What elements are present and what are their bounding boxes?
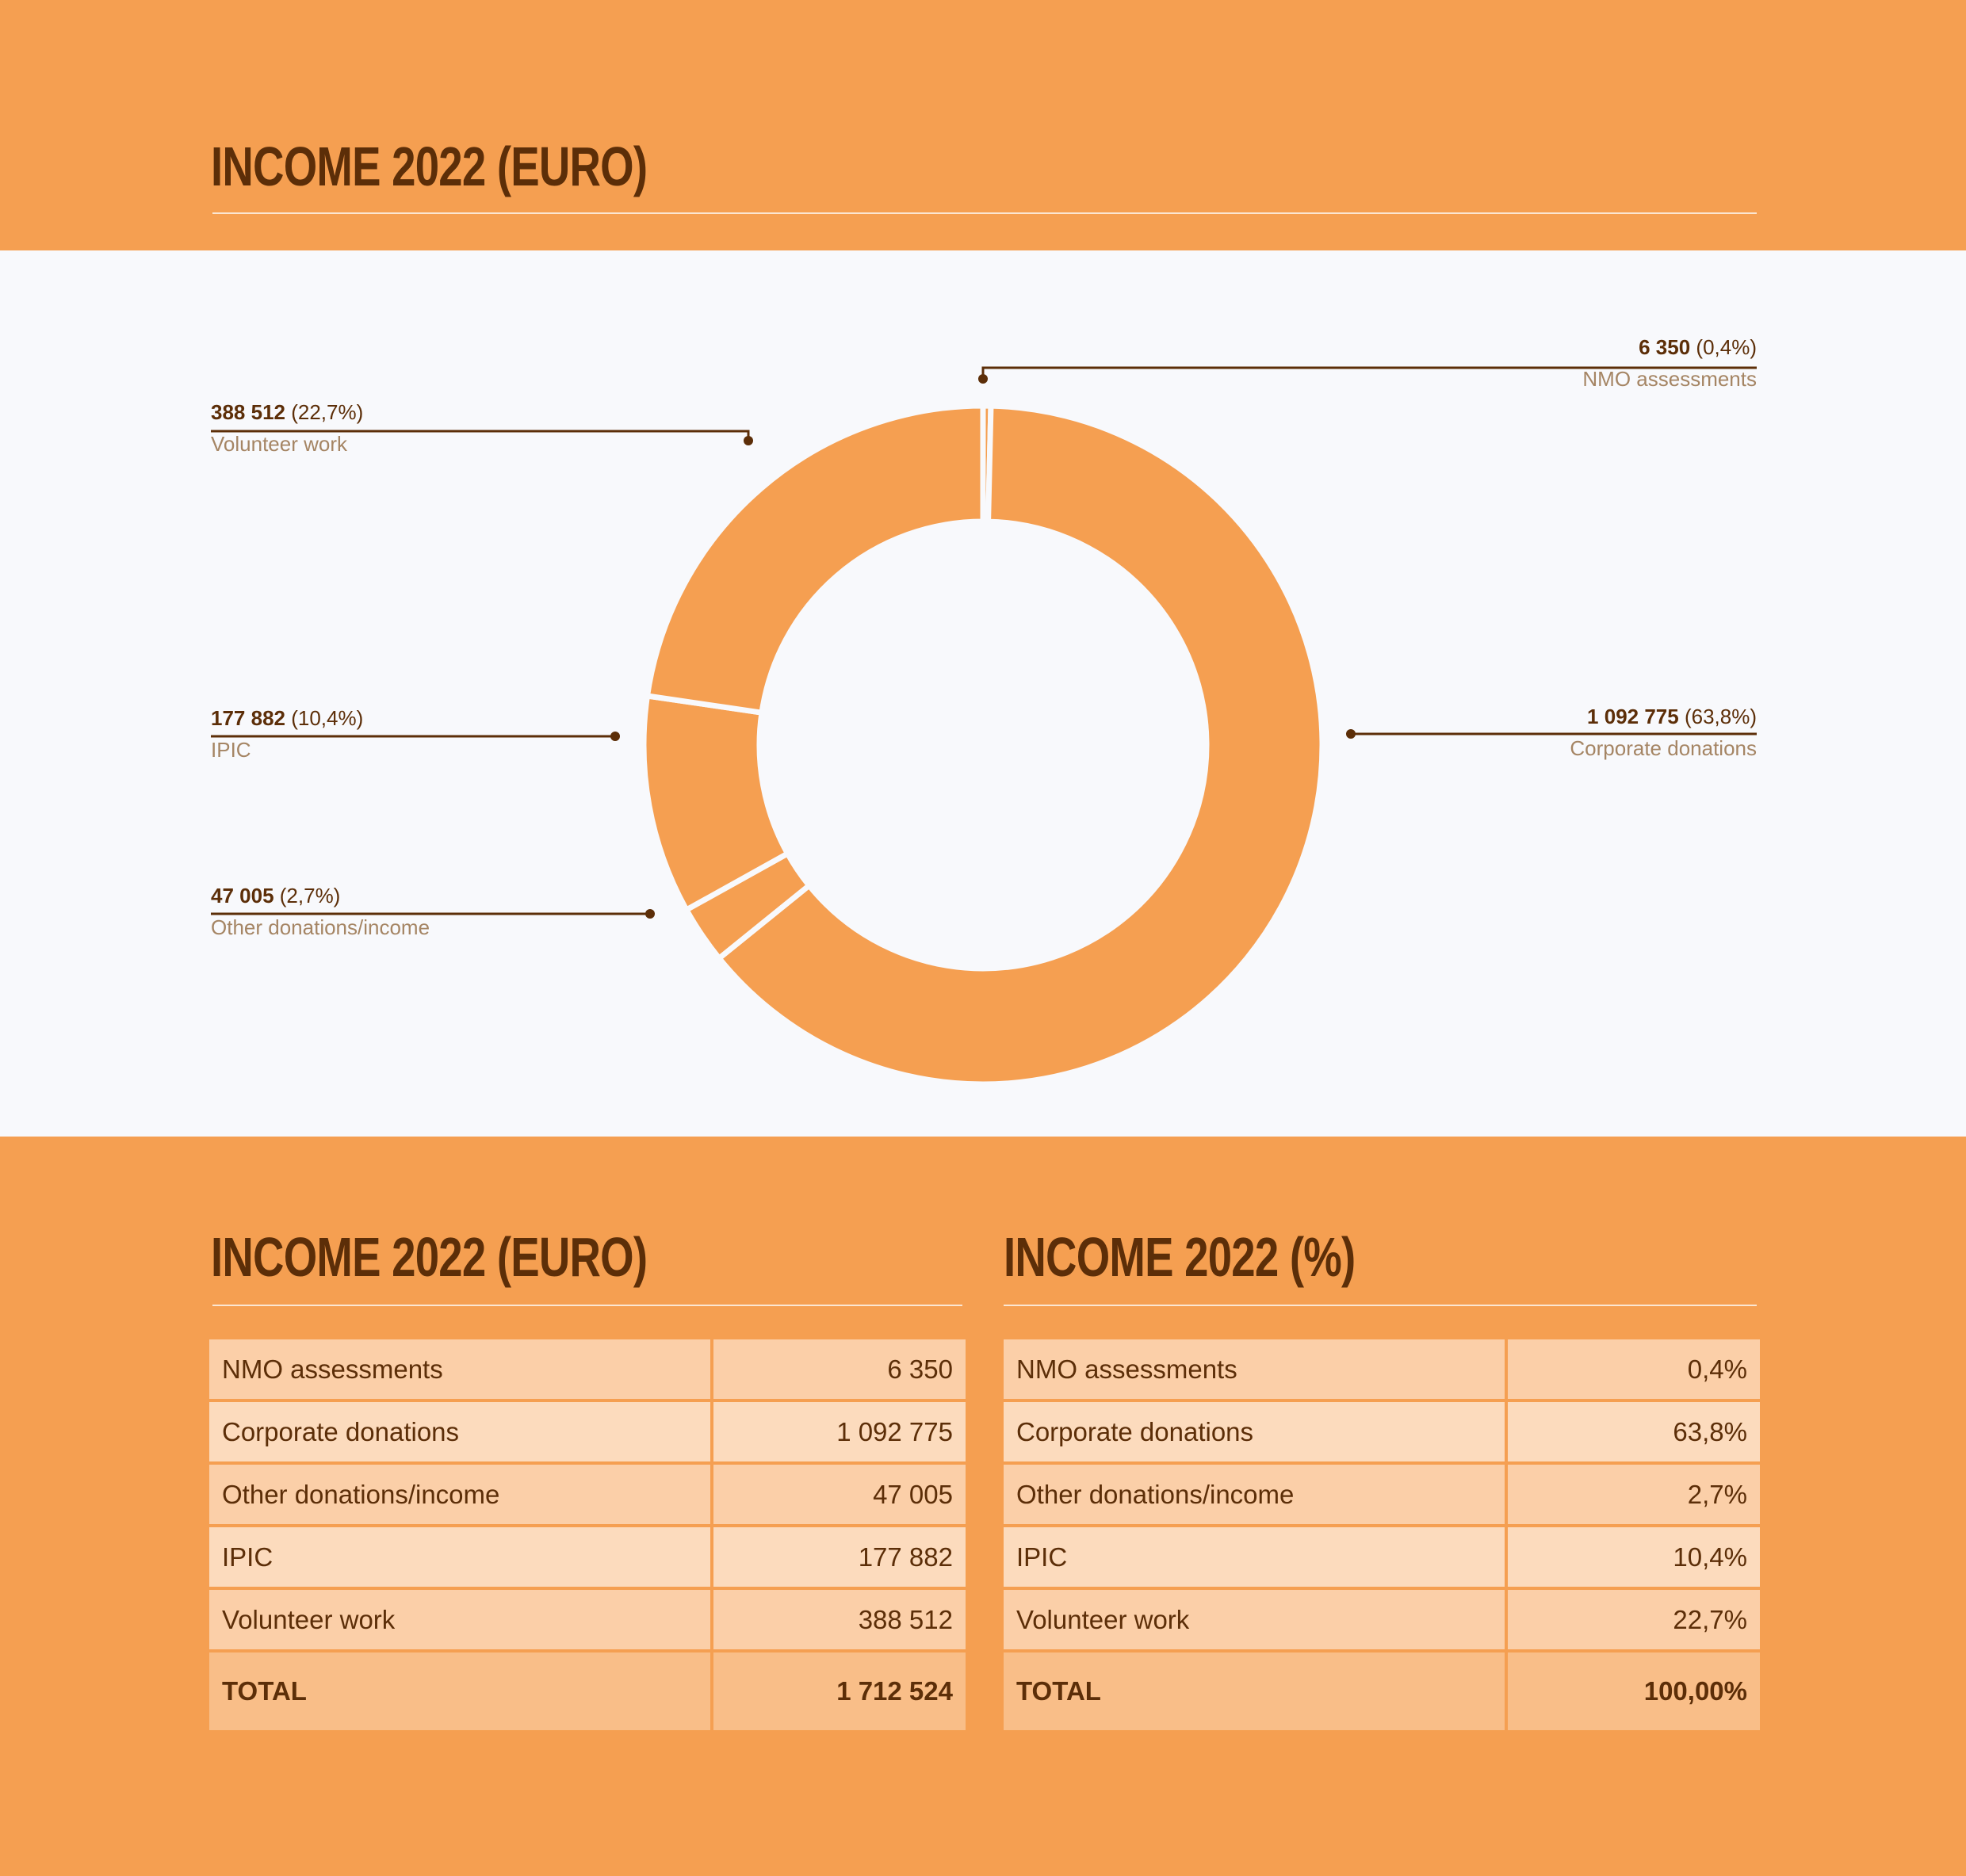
leader-nmo-dot bbox=[978, 374, 988, 384]
percent-row: NMO assessments 0,4% bbox=[1000, 1336, 1763, 1402]
callout-corporate-label: Corporate donations bbox=[1570, 736, 1757, 760]
percent-row-value: 63,8% bbox=[1505, 1399, 1763, 1465]
callout-nmo-pct: (0,4%) bbox=[1696, 335, 1757, 359]
callout-ipic: 177 882 (10,4%) IPIC bbox=[211, 705, 363, 762]
euro-table-rule bbox=[212, 1305, 962, 1306]
percent-row-label: IPIC bbox=[1000, 1524, 1508, 1590]
euro-row: Other donations/income 47 005 bbox=[206, 1461, 969, 1527]
callout-volunteer-value: 388 512 bbox=[211, 400, 285, 424]
percent-table: NMO assessments 0,4% Corporate donations 63… bbox=[1000, 1336, 1763, 1733]
euro-row-label: Corporate donations bbox=[206, 1399, 713, 1465]
euro-row: Volunteer work 388 512 bbox=[206, 1587, 969, 1652]
percent-row-value: 0,4% bbox=[1505, 1336, 1763, 1402]
euro-row-value: 47 005 bbox=[710, 1461, 969, 1527]
euro-row-label: NMO assessments bbox=[206, 1336, 713, 1402]
donut-slice-volunteer-work bbox=[644, 403, 986, 716]
callout-other-label: Other donations/income bbox=[211, 915, 430, 939]
leader-ipic-dot bbox=[610, 732, 620, 741]
donut-chart bbox=[211, 366, 1757, 1087]
euro-table: NMO assessments 6 350 Corporate donations 1… bbox=[206, 1336, 969, 1733]
percent-row: Other donations/income 2,7% bbox=[1000, 1461, 1763, 1527]
euro-row: Corporate donations 1 092 775 bbox=[206, 1399, 969, 1465]
euro-row-label: Volunteer work bbox=[206, 1587, 713, 1652]
percent-row-value: 22,7% bbox=[1505, 1587, 1763, 1652]
callout-ipic-label: IPIC bbox=[211, 738, 251, 762]
euro-row-label: Other donations/income bbox=[206, 1461, 713, 1527]
euro-row: NMO assessments 6 350 bbox=[206, 1336, 969, 1402]
percent-row-label: NMO assessments bbox=[1000, 1336, 1508, 1402]
percent-row-value: 2,7% bbox=[1505, 1461, 1763, 1527]
callout-volunteer-pct: (22,7%) bbox=[291, 400, 364, 424]
callout-other-pct: (2,7%) bbox=[279, 884, 341, 907]
percent-row: Volunteer work 22,7% bbox=[1000, 1587, 1763, 1652]
euro-total-value: 1 712 524 bbox=[710, 1649, 969, 1733]
callout-nmo: 6 350 (0,4%) NMO assessments bbox=[1582, 334, 1757, 392]
euro-row-value: 388 512 bbox=[710, 1587, 969, 1652]
euro-row-value: 6 350 bbox=[710, 1336, 969, 1402]
percent-total-row: TOTAL 100,00% bbox=[1000, 1649, 1763, 1733]
euro-row-value: 1 092 775 bbox=[710, 1399, 969, 1465]
callout-corporate-value: 1 092 775 bbox=[1587, 705, 1679, 728]
euro-row-value: 177 882 bbox=[710, 1524, 969, 1590]
callout-other: 47 005 (2,7%) Other donations/income bbox=[211, 883, 430, 940]
callout-corporate-pct: (63,8%) bbox=[1684, 705, 1757, 728]
donut-slice-corporate-donations bbox=[715, 403, 1325, 1087]
leader-volunteer-dot bbox=[744, 436, 753, 445]
page-title: INCOME 2022 (EURO) bbox=[211, 136, 648, 197]
percent-total-label: TOTAL bbox=[1000, 1649, 1508, 1733]
callout-volunteer-label: Volunteer work bbox=[211, 432, 347, 456]
euro-table-title: INCOME 2022 (EURO) bbox=[211, 1226, 648, 1288]
title-rule bbox=[212, 212, 1757, 214]
percent-row-label: Other donations/income bbox=[1000, 1461, 1508, 1527]
percent-row-label: Volunteer work bbox=[1000, 1587, 1508, 1652]
percent-row-value: 10,4% bbox=[1505, 1524, 1763, 1590]
callout-other-value: 47 005 bbox=[211, 884, 274, 907]
callout-ipic-pct: (10,4%) bbox=[291, 706, 364, 730]
callout-corporate: 1 092 775 (63,8%) Corporate donations bbox=[1570, 704, 1757, 761]
euro-row: IPIC 177 882 bbox=[206, 1524, 969, 1590]
percent-table-title: INCOME 2022 (%) bbox=[1004, 1226, 1356, 1288]
euro-row-label: IPIC bbox=[206, 1524, 713, 1590]
percent-row: Corporate donations 63,8% bbox=[1000, 1399, 1763, 1465]
euro-total-label: TOTAL bbox=[206, 1649, 713, 1733]
chart-area: 6 350 (0,4%) NMO assessments 388 512 (22… bbox=[0, 250, 1966, 1137]
callout-ipic-value: 177 882 bbox=[211, 706, 285, 730]
percent-row: IPIC 10,4% bbox=[1000, 1524, 1763, 1590]
percent-table-rule bbox=[1004, 1305, 1757, 1306]
leader-corporate-dot bbox=[1346, 729, 1356, 739]
callout-volunteer: 388 512 (22,7%) Volunteer work bbox=[211, 399, 363, 457]
percent-row-label: Corporate donations bbox=[1000, 1399, 1508, 1465]
percent-total-value: 100,00% bbox=[1505, 1649, 1763, 1733]
callout-nmo-value: 6 350 bbox=[1639, 335, 1691, 359]
leader-other-dot bbox=[645, 909, 655, 919]
callout-nmo-label: NMO assessments bbox=[1582, 367, 1757, 391]
euro-total-row: TOTAL 1 712 524 bbox=[206, 1649, 969, 1733]
